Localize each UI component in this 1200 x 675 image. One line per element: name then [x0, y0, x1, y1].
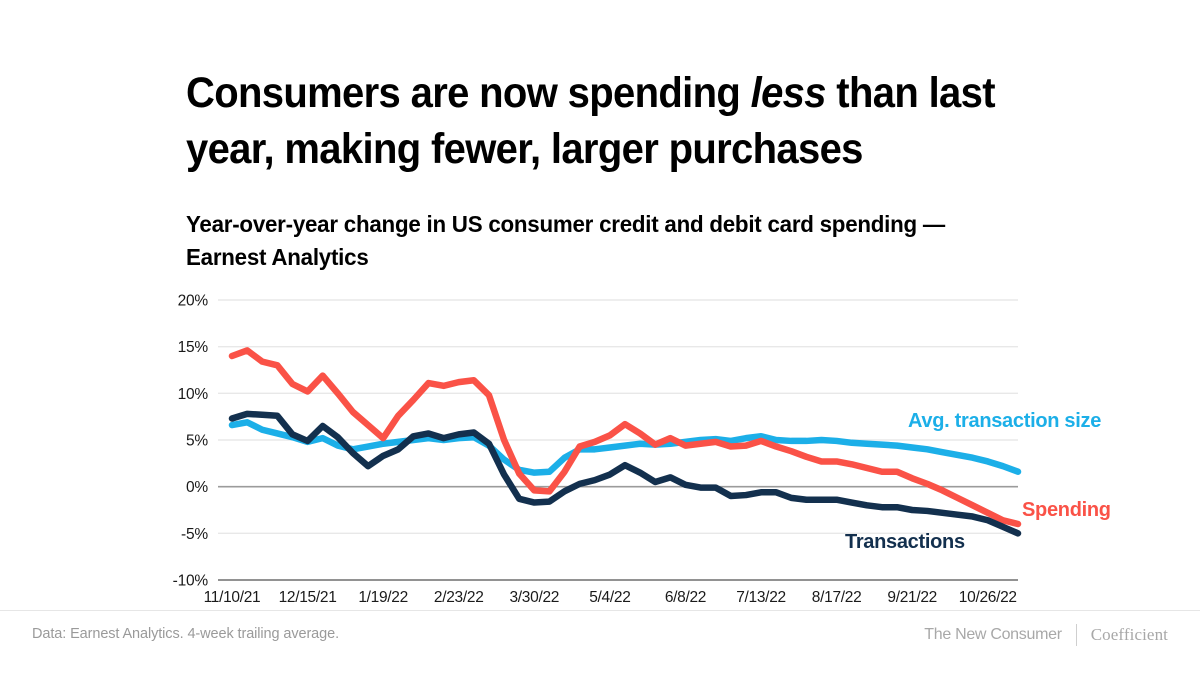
series-line	[228, 347, 1022, 528]
y-axis-tick-label: 0%	[186, 479, 208, 496]
footer-divider	[0, 610, 1200, 611]
chart-series-lines	[228, 347, 1022, 537]
y-axis-tick-label: 5%	[186, 433, 208, 450]
chart-y-axis-labels: 20% 15% 10% 5% 0% -5% -10%	[173, 293, 209, 590]
brand-divider	[1075, 624, 1077, 646]
x-axis-tick-label: 5/4/22	[589, 589, 630, 606]
x-axis-tick-label: 7/13/22	[736, 589, 786, 606]
series-label: Avg. transaction size	[908, 410, 1101, 432]
series-line	[228, 410, 1022, 537]
headline-part-2: than last year, making fewer, larger pur…	[186, 69, 996, 173]
y-axis-tick-label: 10%	[178, 386, 209, 403]
x-axis-tick-label: 9/21/22	[887, 589, 937, 606]
headline-emphasis: less	[750, 69, 827, 117]
source-note: Data: Earnest Analytics. 4-week trailing…	[32, 626, 340, 642]
headline-part-1: Consumers are now spending	[186, 69, 751, 117]
y-axis-tick-label: 20%	[178, 293, 209, 310]
y-axis-tick-label: -5%	[181, 526, 208, 543]
brand-lockup: The New Consumer Coefficient	[924, 624, 1168, 646]
page-title: Consumers are now spending less than las…	[186, 66, 1023, 178]
series-label: Spending	[1022, 499, 1111, 521]
series-line	[228, 419, 1022, 476]
x-axis-tick-label: 11/10/21	[204, 589, 261, 606]
x-axis-tick-label: 2/23/22	[434, 589, 484, 606]
x-axis-tick-label: 3/30/22	[509, 589, 559, 606]
page-subtitle: Year-over-year change in US consumer cre…	[186, 211, 946, 271]
chart-x-axis-labels: 11/10/21 12/15/21 1/19/22 2/23/22 3/30/22 5/4…	[204, 589, 1017, 606]
x-axis-tick-label: 12/15/21	[279, 589, 337, 606]
brand-coefficient: Coefficient	[1090, 625, 1168, 644]
chart-gridlines	[218, 299, 1018, 581]
x-axis-tick-label: 6/8/22	[665, 589, 706, 606]
brand-the-new-consumer: The New Consumer	[924, 626, 1062, 643]
x-axis-tick-label: 8/17/22	[812, 589, 862, 606]
x-axis-tick-label: 1/19/22	[358, 589, 408, 606]
chart-series-labels: Spending Avg. transaction size Transaction…	[845, 410, 1111, 553]
y-axis-tick-label: 15%	[178, 339, 209, 356]
series-label: Transactions	[845, 531, 965, 553]
x-axis-tick-label: 10/26/22	[959, 589, 1017, 606]
y-axis-tick-label: -10%	[173, 573, 209, 590]
